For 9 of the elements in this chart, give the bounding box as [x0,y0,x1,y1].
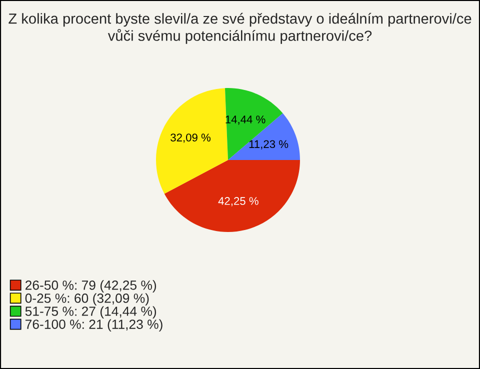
data-label: 32,09 % [170,134,211,143]
legend-label: 51-75 %: 27 (14,44 %) [25,306,156,319]
pie-slice [164,160,300,232]
legend-label: 76-100 %: 21 (11,23 %) [26,319,162,332]
legend-label: 0-25 %: 60 (32,09 %) [25,293,149,306]
data-label: 11,23 % [249,140,288,150]
legend-label: 26-50 %: 79 (42,25 %) [25,280,156,292]
data-label: 42,25 % [218,197,258,206]
chart-title: Z kolika procent byste slevil/a ze své představy o ideálním partnerovi/ce vůči svému potenciálnímu partnerovi/ce? [8,12,472,44]
